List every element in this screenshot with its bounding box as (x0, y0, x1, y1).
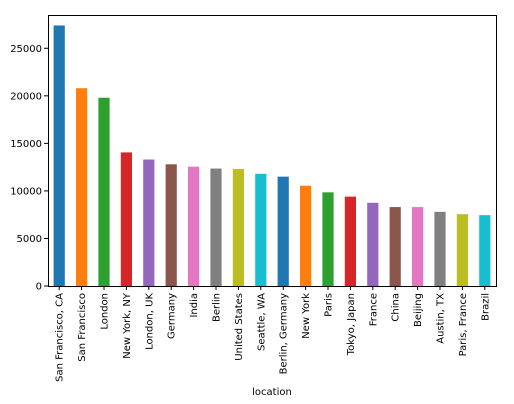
x-tick-label: Germany (167, 293, 178, 339)
bar-13 (344, 196, 356, 286)
x-tick-label: San Francisco (77, 293, 88, 362)
x-tick-label: London, UK (144, 293, 155, 350)
bar-16 (412, 207, 424, 286)
x-tick-label: France (368, 293, 379, 326)
y-tick-label: 5000 (17, 234, 42, 245)
y-tick-label: 15000 (10, 139, 42, 150)
bar-14 (367, 202, 379, 286)
y-tick-label: 20000 (10, 91, 42, 102)
x-tick-label: San Francisco, CA (55, 293, 66, 382)
y-tick-label: 25000 (10, 44, 42, 55)
x-tick-label: Paris (324, 293, 335, 317)
bar-18 (456, 214, 468, 286)
x-tick-label: Austin, TX (436, 293, 447, 344)
bar-10 (277, 176, 289, 286)
bar-15 (389, 207, 401, 286)
x-tick-label: United States (234, 293, 245, 361)
bar-6 (188, 166, 200, 286)
x-tick-label: Brazil (480, 293, 491, 321)
x-tick-label: China (391, 293, 402, 322)
bar-3 (120, 152, 132, 286)
bar-19 (479, 215, 491, 286)
x-tick-label: Seattle, WA (256, 293, 267, 351)
bar-1 (76, 88, 88, 286)
x-axis-label: location (252, 387, 292, 398)
bar-0 (53, 25, 65, 286)
bars-group (53, 25, 491, 286)
x-tick-label: Tokyo, Japan (346, 293, 357, 356)
y-tick-label: 0 (36, 282, 42, 293)
plot-frame (48, 15, 497, 287)
x-tick-label: Berlin (212, 293, 223, 322)
bar-17 (434, 211, 446, 286)
bar-9 (255, 173, 267, 286)
bar-7 (210, 168, 222, 286)
x-tick-label: India (189, 293, 200, 318)
bar-4 (143, 159, 155, 286)
bar-12 (322, 192, 334, 286)
x-tick-label: London (100, 293, 111, 330)
y-axis: 0 5000 10000 15000 20000 25000 (10, 44, 48, 293)
bar-2 (98, 97, 110, 286)
x-tick-label: Berlin, Germany (279, 293, 290, 374)
x-tick-label: Beijing (413, 293, 424, 327)
bar-5 (165, 164, 177, 286)
y-tick-label: 10000 (10, 186, 42, 197)
x-tick-label: New York, NY (122, 292, 133, 359)
x-axis: San Francisco, CA San Francisco London New … (55, 286, 491, 382)
bar-8 (232, 169, 244, 286)
bar-11 (300, 185, 312, 286)
x-tick-label: New York (301, 293, 312, 339)
x-tick-label: Paris, France (458, 293, 469, 356)
